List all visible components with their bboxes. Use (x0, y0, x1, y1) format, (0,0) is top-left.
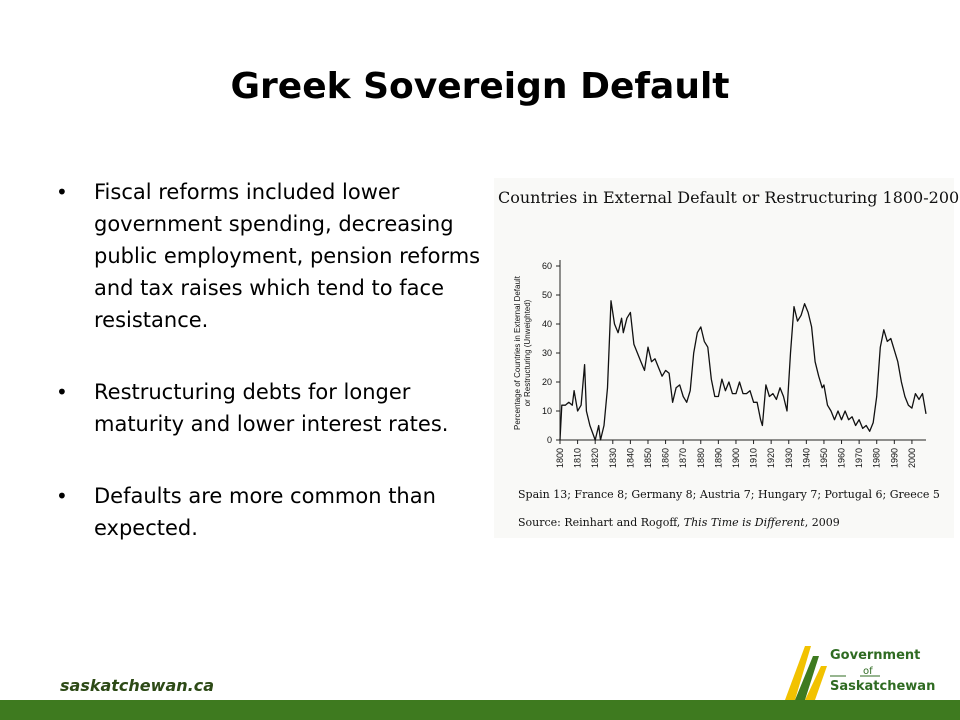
x-tick-label: 1890 (713, 448, 723, 468)
logo-line-saskatchewan: Saskatchewan (830, 679, 936, 694)
y-tick-label: 50 (542, 290, 552, 300)
chart-figure: Countries in External Default or Restruc… (494, 178, 960, 538)
bullet-item: • Fiscal reforms included lower governme… (56, 176, 486, 336)
x-tick-label: 1920 (766, 448, 776, 468)
government-logo-icon (785, 646, 880, 700)
bullet-dot-icon: • (56, 180, 68, 204)
x-tick-label: 1830 (608, 448, 618, 468)
x-tick-label: 1840 (625, 448, 635, 468)
x-tick-label: 1870 (678, 448, 688, 468)
bullet-list: • Fiscal reforms included lower governme… (56, 176, 486, 584)
caption-source-prefix: Source: Reinhart and Rogoff, (518, 516, 684, 529)
chart-svg: 0 10 20 30 40 50 60 1800 1810 1820 1830 1840 1850 186… (513, 260, 927, 468)
x-tick-label: 1990 (889, 448, 899, 468)
x-tick-label: 1880 (696, 448, 706, 468)
x-tick-label: 1910 (749, 448, 759, 468)
logo-line-government: Government (830, 648, 921, 663)
x-tick-label: 1820 (590, 448, 600, 468)
y-tick-label: 10 (542, 406, 552, 416)
y-axis-label-line2: or Restructuring (Unweighted) (523, 299, 532, 406)
bullet-text: Defaults are more common than expected. (94, 484, 436, 540)
footer-url: saskatchewan.ca (60, 676, 214, 695)
x-tick-label: 1950 (819, 448, 829, 468)
y-tick-label: 40 (542, 319, 552, 329)
bullet-dot-icon: • (56, 380, 68, 404)
x-tick-label: 1960 (837, 448, 847, 468)
x-tick-label: 1940 (801, 448, 811, 468)
x-tick-label: 1980 (872, 448, 882, 468)
footer-green-bar (0, 700, 960, 720)
bullet-item: • Restructuring debts for longer maturit… (56, 376, 486, 440)
bullet-text: Restructuring debts for longer maturity … (94, 380, 449, 436)
bullet-dot-icon: • (56, 484, 68, 508)
caption-source-suffix: , 2009 (804, 516, 840, 529)
x-tick-label: 1810 (573, 448, 583, 468)
x-tick-label: 1900 (731, 448, 741, 468)
y-tick-label: 0 (547, 435, 552, 445)
y-tick-label: 60 (542, 261, 552, 271)
y-tick-label: 30 (542, 348, 552, 358)
logo-line-of: of (863, 666, 873, 677)
x-tick-label: 1800 (555, 448, 565, 468)
y-axis-label: Percentage of Countries in External Defa… (513, 275, 522, 430)
slide-title: Greek Sovereign Default (230, 66, 730, 107)
x-tick-label: 1860 (661, 448, 671, 468)
bullet-item: • Defaults are more common than expected… (56, 480, 486, 544)
caption-source-title: This Time is Different (683, 516, 805, 529)
chart-title: Countries in External Default or Restruc… (498, 188, 960, 207)
chart-caption-source: Source: Reinhart and Rogoff, This Time i… (518, 516, 840, 529)
x-tick-label: 1970 (854, 448, 864, 468)
x-tick-label: 1850 (643, 448, 653, 468)
y-tick-label: 20 (542, 377, 552, 387)
bullet-text: Fiscal reforms included lower government… (94, 180, 481, 332)
x-tick-label: 2000 (907, 448, 917, 468)
x-tick-label: 1930 (784, 448, 794, 468)
chart-caption-countries: Spain 13; France 8; Germany 8; Austria 7… (518, 488, 940, 501)
series-line (559, 300, 927, 441)
